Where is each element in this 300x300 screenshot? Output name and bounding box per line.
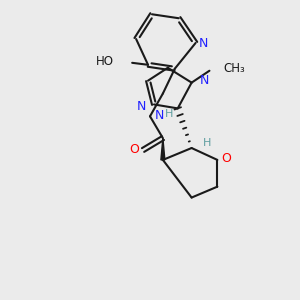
Text: CH₃: CH₃ <box>223 62 245 75</box>
Text: N: N <box>199 38 208 50</box>
Text: N: N <box>155 109 165 122</box>
Text: N: N <box>200 74 209 87</box>
Polygon shape <box>161 138 165 160</box>
Text: O: O <box>129 142 139 155</box>
Text: H: H <box>203 138 212 148</box>
Text: H: H <box>165 109 173 119</box>
Text: O: O <box>221 152 231 165</box>
Text: HO: HO <box>96 55 114 68</box>
Text: N: N <box>137 100 146 113</box>
